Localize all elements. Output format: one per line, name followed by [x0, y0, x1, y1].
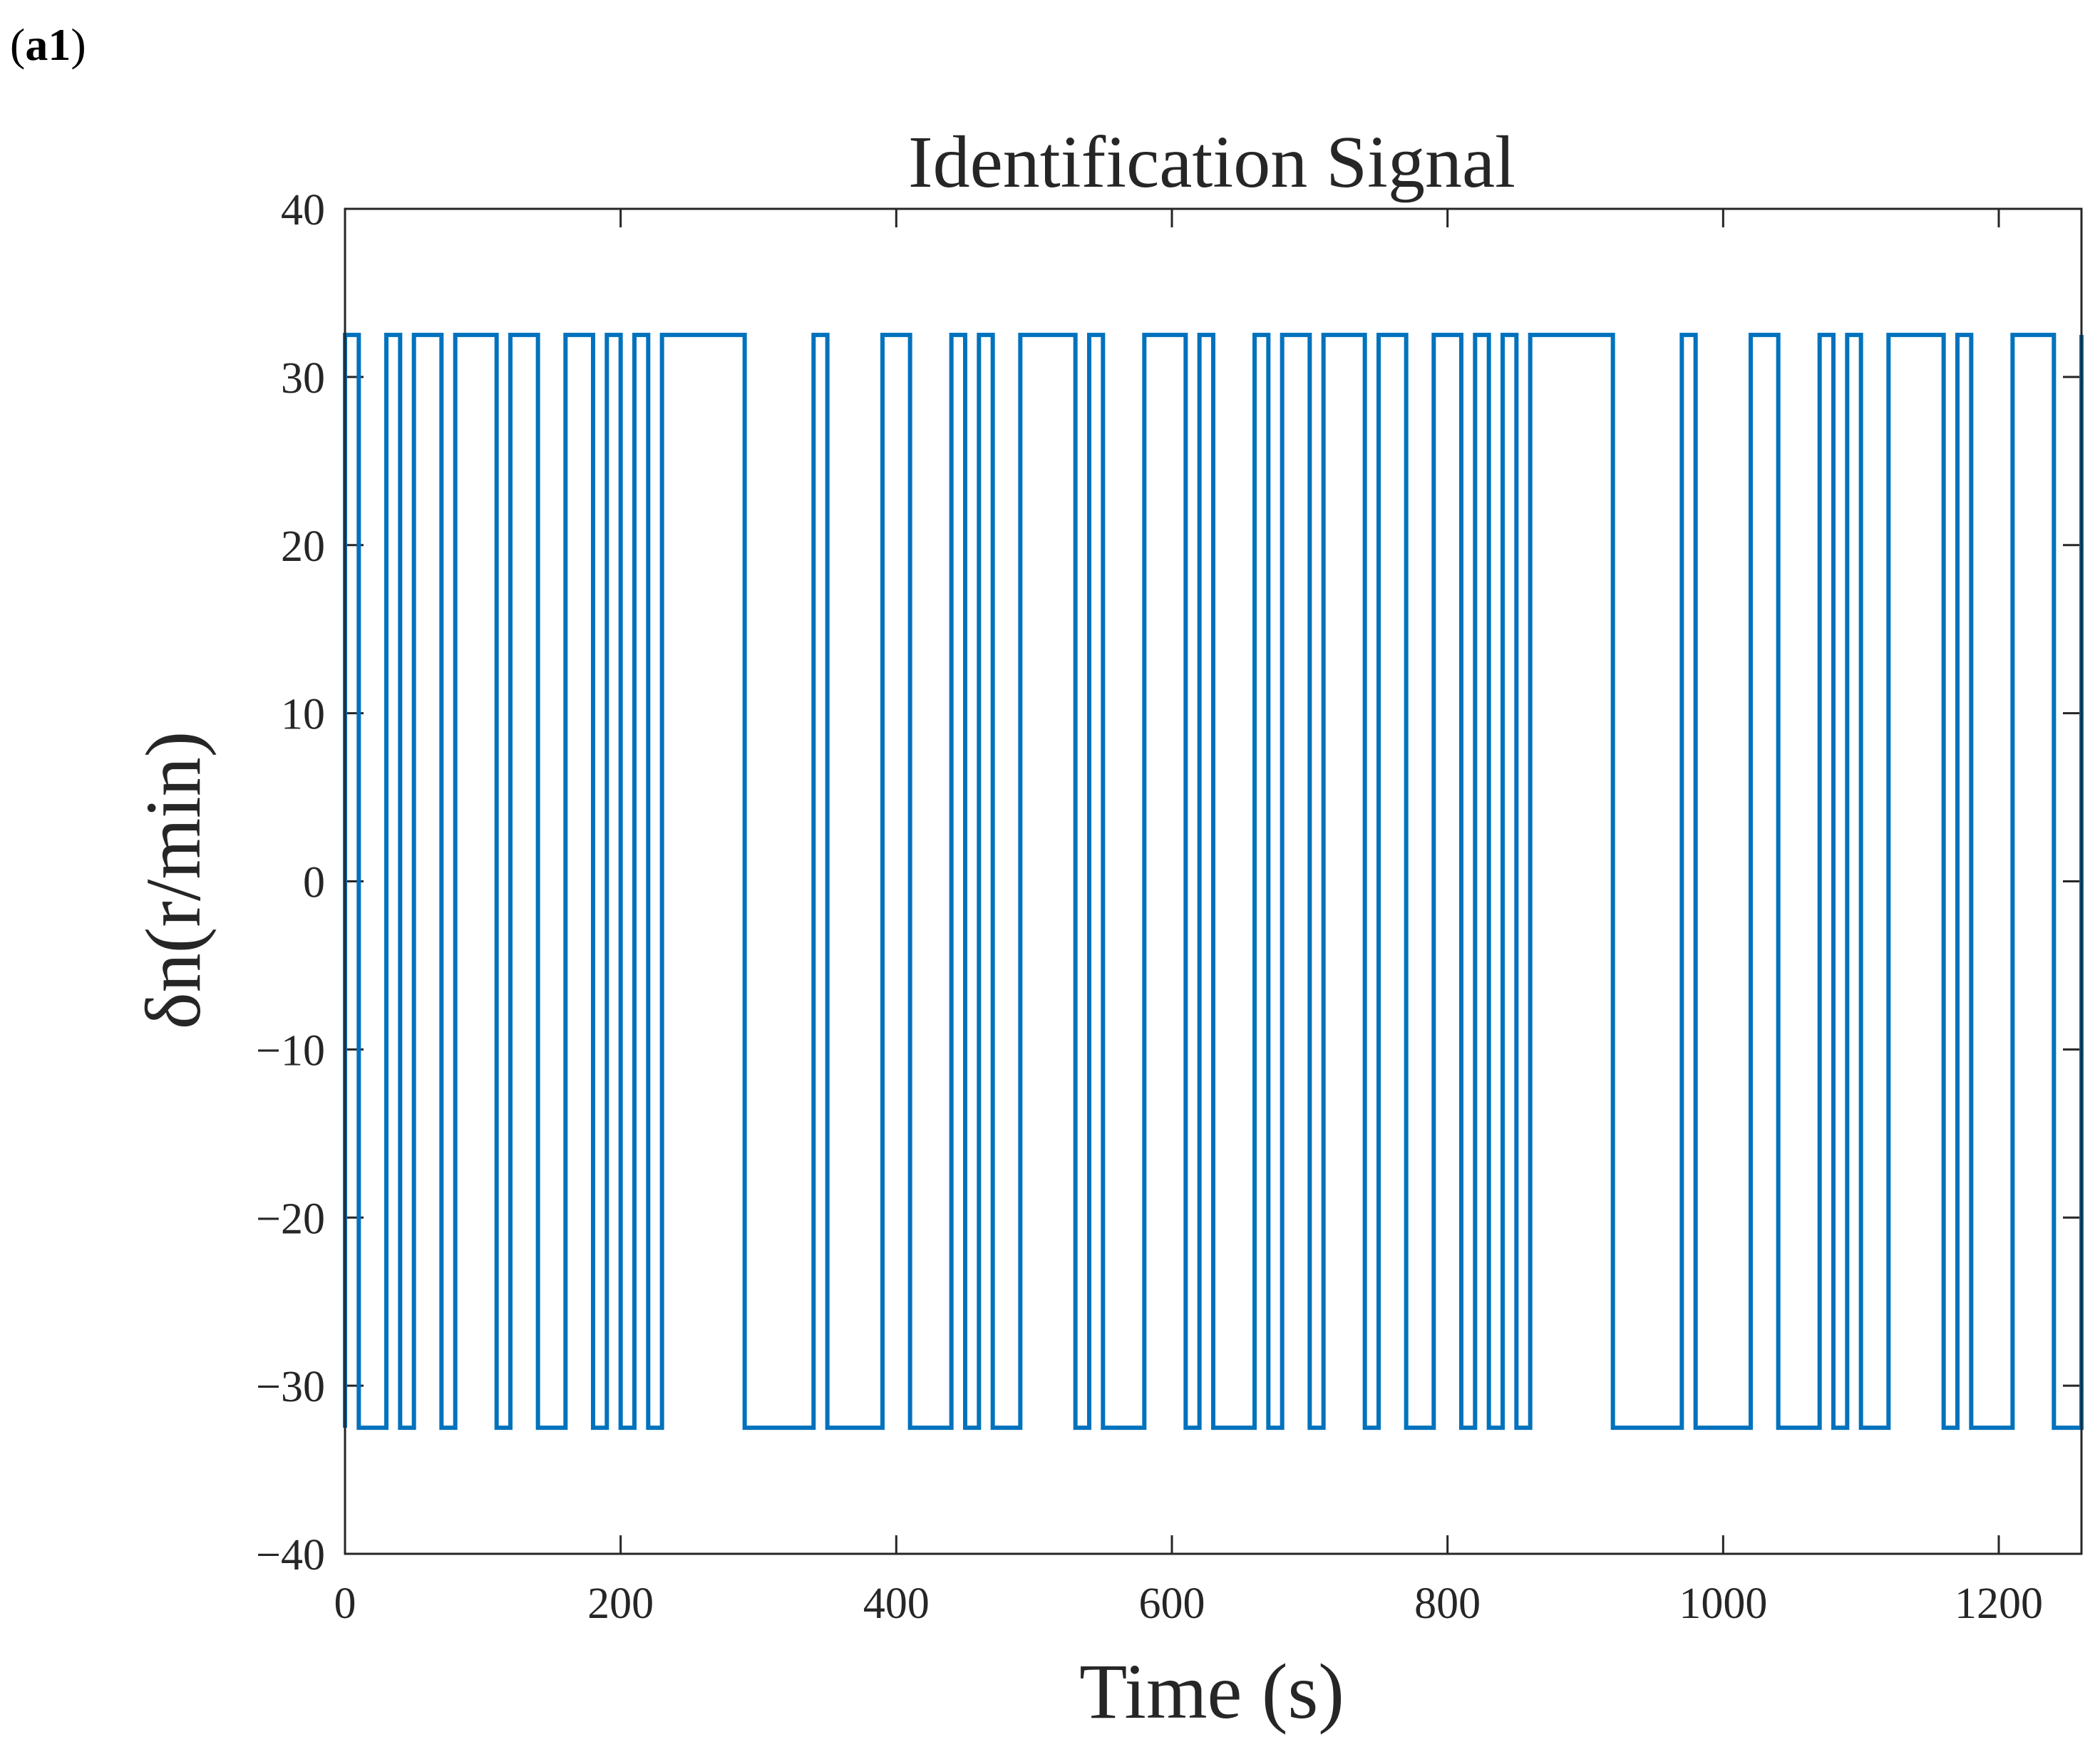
x-axis-label: Time (s)	[1079, 1648, 1344, 1735]
y-tick-label: −30	[256, 1363, 325, 1411]
y-tick-label: 20	[281, 522, 325, 571]
y-tick-label: 40	[281, 186, 325, 234]
x-tick-label: 200	[587, 1579, 654, 1628]
chart-title: Identification Signal	[908, 121, 1515, 203]
x-tick-label: 400	[863, 1579, 930, 1628]
series-layer	[343, 332, 2084, 1431]
y-tick-label: −10	[256, 1026, 325, 1075]
x-tick-label: 1000	[1679, 1579, 1767, 1628]
series-line-0	[343, 332, 2084, 1431]
x-tick-label: 1200	[1955, 1579, 2043, 1628]
y-axis: −40 −30 −20 −10 0 10 20 30 40	[256, 186, 2081, 1579]
y-tick-label: 10	[281, 691, 325, 739]
y-axis-label: δn(r/min)	[130, 731, 217, 1029]
axes-box	[344, 207, 2083, 1555]
panel-label: (a1)	[10, 19, 86, 70]
x-tick-label: 600	[1139, 1579, 1205, 1628]
y-tick-label: 0	[303, 859, 325, 907]
y-tick-label: 30	[281, 354, 325, 403]
x-axis: 0 200 400 600 800 1000 1200	[334, 209, 2043, 1628]
y-tick-label: −20	[256, 1195, 325, 1243]
x-tick-label: 800	[1414, 1579, 1481, 1628]
y-tick-label: −40	[256, 1531, 325, 1579]
x-tick-label: 0	[334, 1579, 356, 1628]
